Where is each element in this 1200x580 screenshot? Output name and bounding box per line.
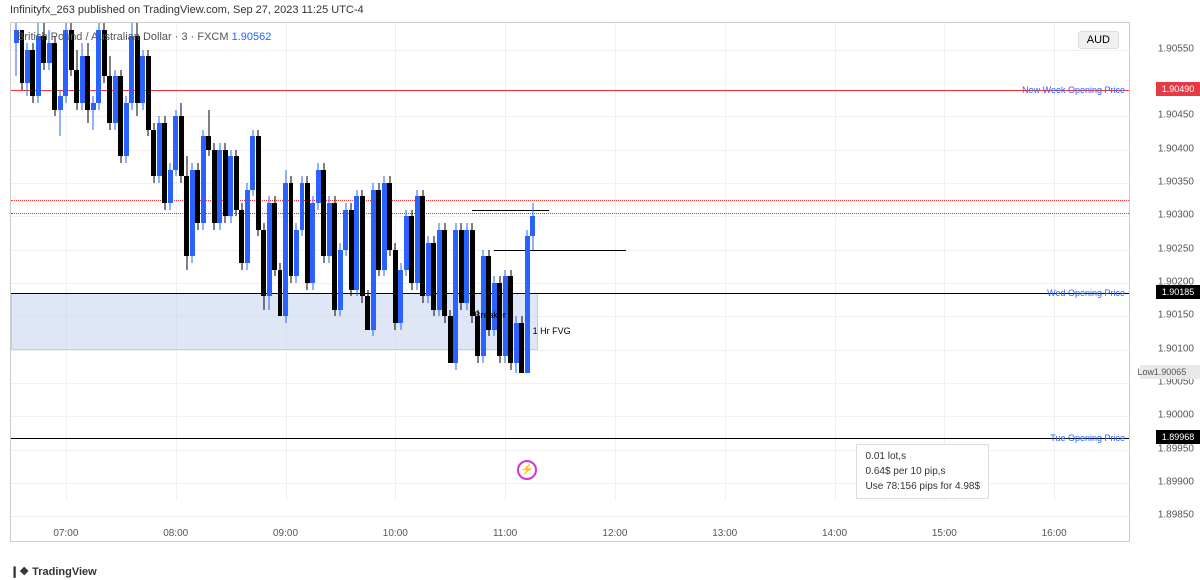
flash-icon[interactable]: ⚡ [517, 460, 537, 480]
y-tick-label: 1.90300 [1158, 210, 1194, 221]
y-gridline [11, 383, 1129, 384]
y-tick-label: 1.89900 [1158, 477, 1194, 488]
y-gridline [11, 416, 1129, 417]
short-line [472, 210, 549, 211]
x-gridline [615, 23, 616, 501]
y-tick-label: 1.89950 [1158, 443, 1194, 454]
horizontal-line [11, 438, 1129, 439]
y-gridline [11, 50, 1129, 51]
x-tick-label: 10:00 [383, 528, 408, 539]
horizontal-line [11, 213, 1129, 214]
horizontal-line [11, 200, 1129, 201]
y-tick-label: 1.90150 [1158, 310, 1194, 321]
x-gridline [505, 23, 506, 501]
x-gridline [835, 23, 836, 501]
info-box: 0.01 lot,s0.64$ per 10 pip,sUse 78:156 p… [856, 444, 989, 499]
symbol-info: British Pound / Australian Dollar · 3 · … [17, 31, 271, 43]
price-tag: 1.90490 [1156, 82, 1200, 96]
horizontal-line [11, 293, 1129, 294]
y-gridline [11, 350, 1129, 351]
price-tag: 1.89968 [1156, 430, 1200, 444]
info-box-line: 0.64$ per 10 pip,s [865, 464, 980, 479]
x-tick-label: 13:00 [712, 528, 737, 539]
chart-container[interactable]: British Pound / Australian Dollar · 3 · … [10, 22, 1130, 542]
x-tick-label: 09:00 [273, 528, 298, 539]
y-tick-label: 1.90350 [1158, 177, 1194, 188]
info-box-line: 0.01 lot,s [865, 449, 980, 464]
header-publisher: Infinityfx_263 published on TradingView.… [0, 0, 1200, 20]
x-tick-label: 07:00 [53, 528, 78, 539]
x-tick-label: 16:00 [1042, 528, 1067, 539]
y-gridline [11, 283, 1129, 284]
low-label: Low [1137, 367, 1154, 377]
x-gridline [1054, 23, 1055, 501]
y-tick-label: 1.89850 [1158, 510, 1194, 521]
x-gridline [725, 23, 726, 501]
info-box-line: Use 78:156 pips for 4.98$ [865, 479, 980, 494]
x-tick-label: 11:00 [493, 528, 517, 539]
y-gridline [11, 183, 1129, 184]
hline-label: Tue Opening Price [1050, 433, 1125, 443]
annotation-text: Breaker [474, 310, 506, 320]
y-tick-label: 1.90250 [1158, 243, 1194, 254]
symbol-close: 1.90562 [232, 31, 272, 43]
x-tick-label: 08:00 [163, 528, 188, 539]
x-tick-label: 15:00 [932, 528, 957, 539]
y-tick-label: 1.90100 [1158, 343, 1194, 354]
x-tick-label: 14:00 [822, 528, 847, 539]
y-tick-label: 1.90450 [1158, 110, 1194, 121]
annotation-text: 1 Hr FVG [533, 326, 571, 336]
footer-brand: ❙❖ TradingView [10, 565, 97, 578]
y-gridline [11, 216, 1129, 217]
y-tick-label: 1.90550 [1158, 43, 1194, 54]
x-tick-label: 12:00 [602, 528, 627, 539]
symbol-name: British Pound / Australian Dollar · 3 · … [17, 31, 229, 43]
currency-badge: AUD [1078, 31, 1119, 49]
y-gridline [11, 516, 1129, 517]
x-gridline [176, 23, 177, 501]
hline-label: Wed Opening Price [1047, 288, 1125, 298]
y-tick-label: 1.90400 [1158, 143, 1194, 154]
price-tag: 1.90185 [1156, 285, 1200, 299]
short-line [494, 250, 626, 251]
horizontal-line [11, 90, 1129, 91]
x-gridline [944, 23, 945, 501]
y-tick-label: 1.90000 [1158, 410, 1194, 421]
hline-label: New Week Opening Price [1022, 85, 1125, 95]
